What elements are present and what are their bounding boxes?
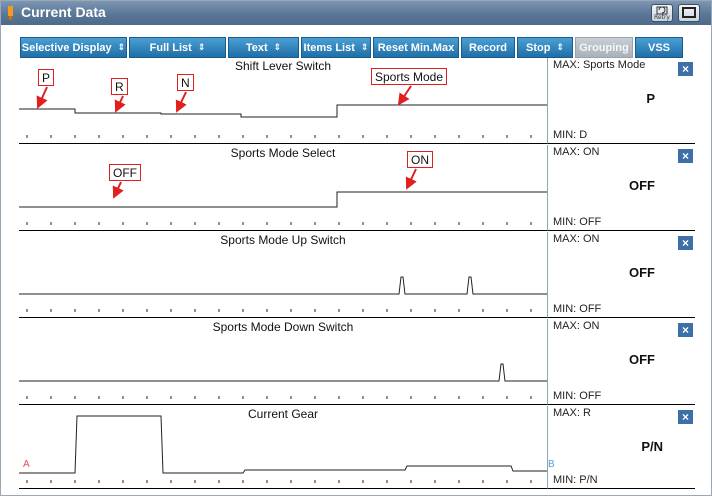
- cursor-marker-b[interactable]: B: [548, 459, 555, 470]
- restore-icon: [682, 7, 696, 18]
- title-bar: Current Data Retry: [1, 1, 711, 25]
- updown-arrow-icon: ⇕: [117, 42, 126, 52]
- callout-p: P: [38, 69, 55, 86]
- max-value: MAX: Sports Mode: [553, 59, 646, 71]
- graph-panel-shift-lever[interactable]: Shift Lever Switch: [19, 58, 547, 144]
- vss-button[interactable]: VSS: [635, 37, 683, 58]
- text-dropdown[interactable]: Text ⇕: [228, 37, 299, 58]
- left-margin: [3, 58, 19, 489]
- retry-button[interactable]: Retry: [651, 4, 673, 22]
- max-value: MAX: R: [553, 407, 591, 419]
- callout-off: OFF: [109, 164, 141, 181]
- stop-label: Stop: [526, 41, 551, 54]
- callout-sports-mode: Sports Mode: [371, 68, 448, 85]
- close-graph-button[interactable]: ×: [678, 410, 693, 424]
- max-value: MAX: ON: [553, 320, 600, 332]
- retry-label: Retry: [654, 14, 670, 21]
- items-list-label: Items List: [303, 41, 355, 54]
- close-graph-button[interactable]: ×: [678, 62, 693, 76]
- graph-sports-mode-down: [19, 363, 547, 399]
- updown-arrow-icon: ⇕: [360, 42, 369, 52]
- value-panel-sports-mode-up: MAX: ON OFF MIN: OFF ×: [547, 232, 695, 318]
- graph-title: Current Gear: [247, 407, 319, 421]
- text-label: Text: [245, 41, 268, 54]
- min-value: MIN: OFF: [553, 303, 602, 315]
- min-value: MIN: P/N: [553, 474, 598, 486]
- graph-title: Sports Mode Select: [230, 146, 336, 160]
- min-value: MIN: D: [553, 129, 588, 141]
- graph-title: Shift Lever Switch: [234, 59, 332, 73]
- graph-sports-mode-up: [19, 276, 547, 312]
- graph-sports-mode-select: [19, 191, 547, 225]
- close-graph-button[interactable]: ×: [678, 323, 693, 337]
- updown-arrow-icon: ⇕: [556, 42, 564, 52]
- close-graph-button[interactable]: ×: [678, 149, 693, 163]
- vss-label: VSS: [647, 41, 670, 54]
- graph-current-gear: [19, 415, 547, 483]
- value-panel-sports-mode-down: MAX: ON OFF MIN: OFF ×: [547, 319, 695, 405]
- callout-on: ON: [407, 151, 433, 168]
- retry-icon: [656, 6, 668, 15]
- cursor-marker-a[interactable]: A: [23, 459, 30, 470]
- full-list-label: Full List: [149, 41, 192, 54]
- graph-title: Sports Mode Up Switch: [220, 233, 346, 247]
- graph-panel-current-gear[interactable]: Current Gear: [19, 406, 547, 489]
- restore-button[interactable]: [678, 4, 700, 22]
- updown-arrow-icon: ⇕: [197, 42, 206, 52]
- selective-display-dropdown[interactable]: Selective Display ⇕: [20, 37, 127, 58]
- record-label: Record: [469, 41, 507, 54]
- close-graph-button[interactable]: ×: [678, 236, 693, 250]
- items-list-dropdown[interactable]: Items List ⇕: [301, 37, 371, 58]
- max-value: MAX: ON: [553, 146, 600, 158]
- record-button[interactable]: Record: [461, 37, 515, 58]
- callout-r: R: [111, 78, 128, 95]
- current-value: P/N: [641, 439, 663, 454]
- stop-dropdown[interactable]: Stop ⇕: [517, 37, 573, 58]
- current-value: OFF: [629, 178, 655, 193]
- toolbar: Selective Display ⇕ Full List ⇕ Text ⇕ I…: [1, 25, 711, 58]
- max-value: MAX: ON: [553, 233, 600, 245]
- current-value: P: [646, 91, 655, 106]
- min-value: MIN: OFF: [553, 390, 602, 402]
- value-panel-shift-lever: MAX: Sports Mode P MIN: D ×: [547, 58, 695, 144]
- graph-panel-sports-mode-select[interactable]: Sports Mode Select: [19, 145, 547, 231]
- graph-shift-lever: [19, 104, 547, 138]
- callout-n: N: [177, 74, 194, 91]
- selective-display-label: Selective Display: [21, 41, 112, 54]
- app-icon: [8, 6, 13, 20]
- grouping-label: Grouping: [579, 41, 629, 54]
- current-value: OFF: [629, 265, 655, 280]
- value-panel-sports-mode-select: MAX: ON OFF MIN: OFF ×: [547, 145, 695, 231]
- grouping-button[interactable]: Grouping: [575, 37, 633, 58]
- min-value: MIN: OFF: [553, 216, 602, 228]
- full-list-dropdown[interactable]: Full List ⇕: [129, 37, 226, 58]
- graph-title: Sports Mode Down Switch: [212, 320, 354, 334]
- reset-min-max-label: Reset Min.Max: [377, 41, 455, 54]
- graph-panel-sports-mode-down[interactable]: Sports Mode Down Switch: [19, 319, 547, 405]
- reset-min-max-button[interactable]: Reset Min.Max: [373, 37, 459, 58]
- updown-arrow-icon: ⇕: [273, 42, 282, 52]
- right-gutter: [695, 58, 711, 489]
- window-title: Current Data: [21, 4, 106, 20]
- graph-panel-sports-mode-up[interactable]: Sports Mode Up Switch: [19, 232, 547, 318]
- value-panel-current-gear: MAX: R P/N MIN: P/N ×: [547, 406, 695, 489]
- current-value: OFF: [629, 352, 655, 367]
